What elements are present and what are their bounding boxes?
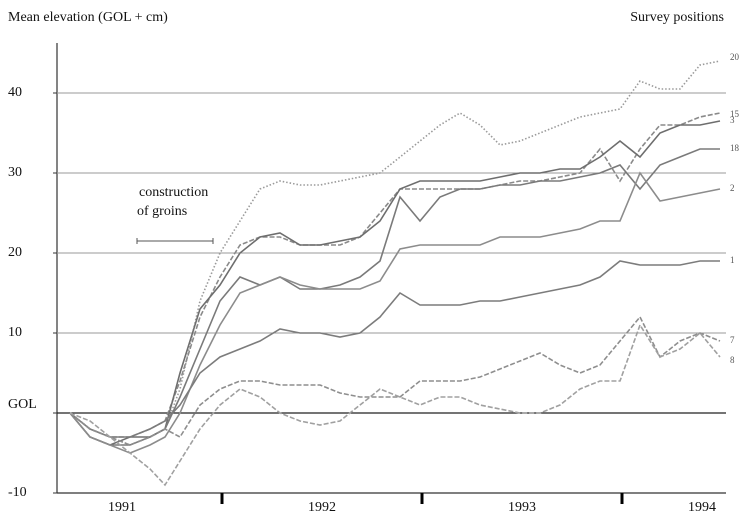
series-line	[69, 120, 721, 446]
x-tick-label: 1991	[108, 500, 136, 515]
series-line	[69, 315, 721, 446]
series-label: 1	[730, 255, 735, 265]
series-label: 18	[730, 143, 740, 153]
y-tick-label: -10	[8, 485, 27, 500]
series-line	[69, 112, 721, 438]
annotation-text: construction	[139, 185, 208, 200]
series-label: 20	[730, 52, 740, 62]
annotation-text: of groins	[137, 204, 187, 219]
x-tick-label: 1993	[508, 500, 536, 515]
y-tick-label: 20	[8, 245, 22, 260]
legend-title: Survey positions	[630, 10, 724, 25]
y-tick-label: 30	[8, 165, 22, 180]
series-label: 8	[730, 355, 735, 365]
series-line	[69, 323, 721, 487]
y-tick-label: 10	[8, 325, 22, 340]
y-tick-label: GOL	[8, 397, 37, 412]
series-line	[69, 171, 721, 454]
x-tick-label: 1992	[308, 500, 336, 515]
series-label: 3	[730, 115, 735, 125]
series-label: 15	[730, 109, 740, 119]
y-tick-label: 40	[8, 85, 22, 100]
series-label: 2	[730, 183, 735, 193]
x-tick-label: 1994	[688, 500, 716, 515]
series-line	[69, 260, 720, 438]
series-label: 7	[730, 335, 735, 345]
y-axis-title: Mean elevation (GOL + cm)	[8, 10, 168, 25]
